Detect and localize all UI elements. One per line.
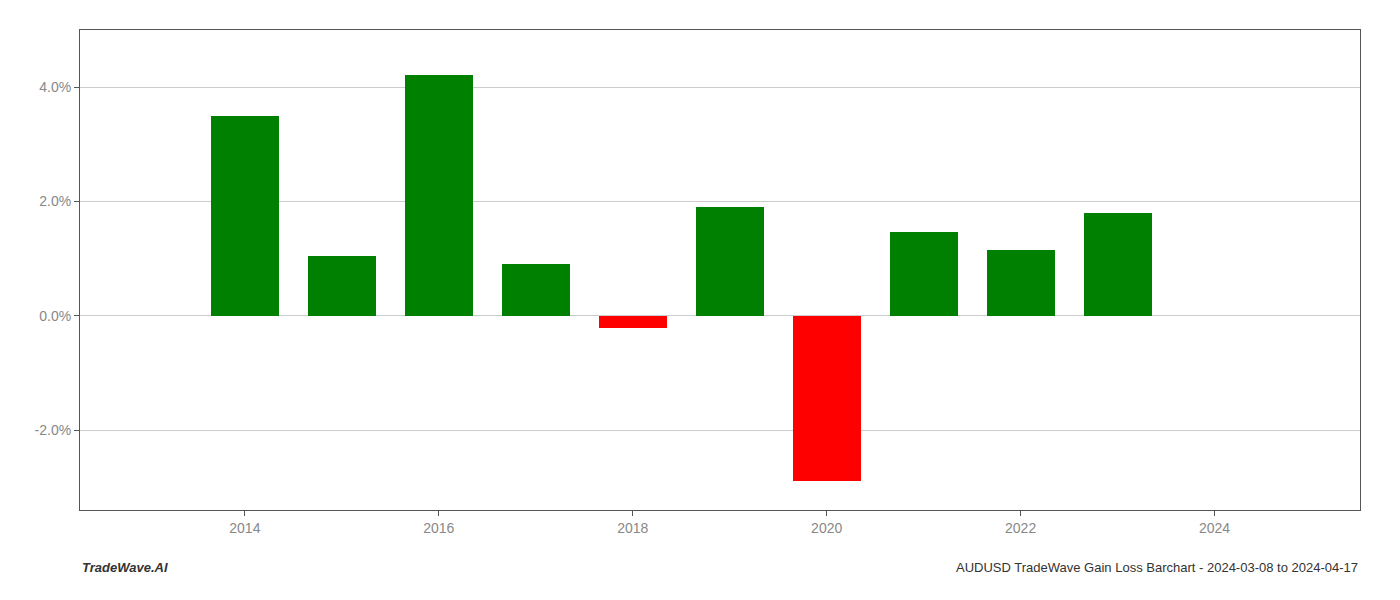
svg-text:TradeWave.AI: TradeWave.AI: [82, 560, 168, 575]
svg-text:2024: 2024: [1199, 520, 1230, 536]
svg-text:2016: 2016: [423, 520, 454, 536]
svg-text:-2.0%: -2.0%: [35, 422, 72, 438]
svg-text:4.0%: 4.0%: [39, 79, 71, 95]
svg-text:2022: 2022: [1005, 520, 1036, 536]
svg-text:2014: 2014: [229, 520, 260, 536]
svg-text:2018: 2018: [617, 520, 648, 536]
svg-text:2020: 2020: [811, 520, 842, 536]
svg-text:AUDUSD TradeWave Gain Loss Bar: AUDUSD TradeWave Gain Loss Barchart - 20…: [956, 560, 1358, 575]
svg-text:2.0%: 2.0%: [39, 193, 71, 209]
svg-text:0.0%: 0.0%: [39, 308, 71, 324]
